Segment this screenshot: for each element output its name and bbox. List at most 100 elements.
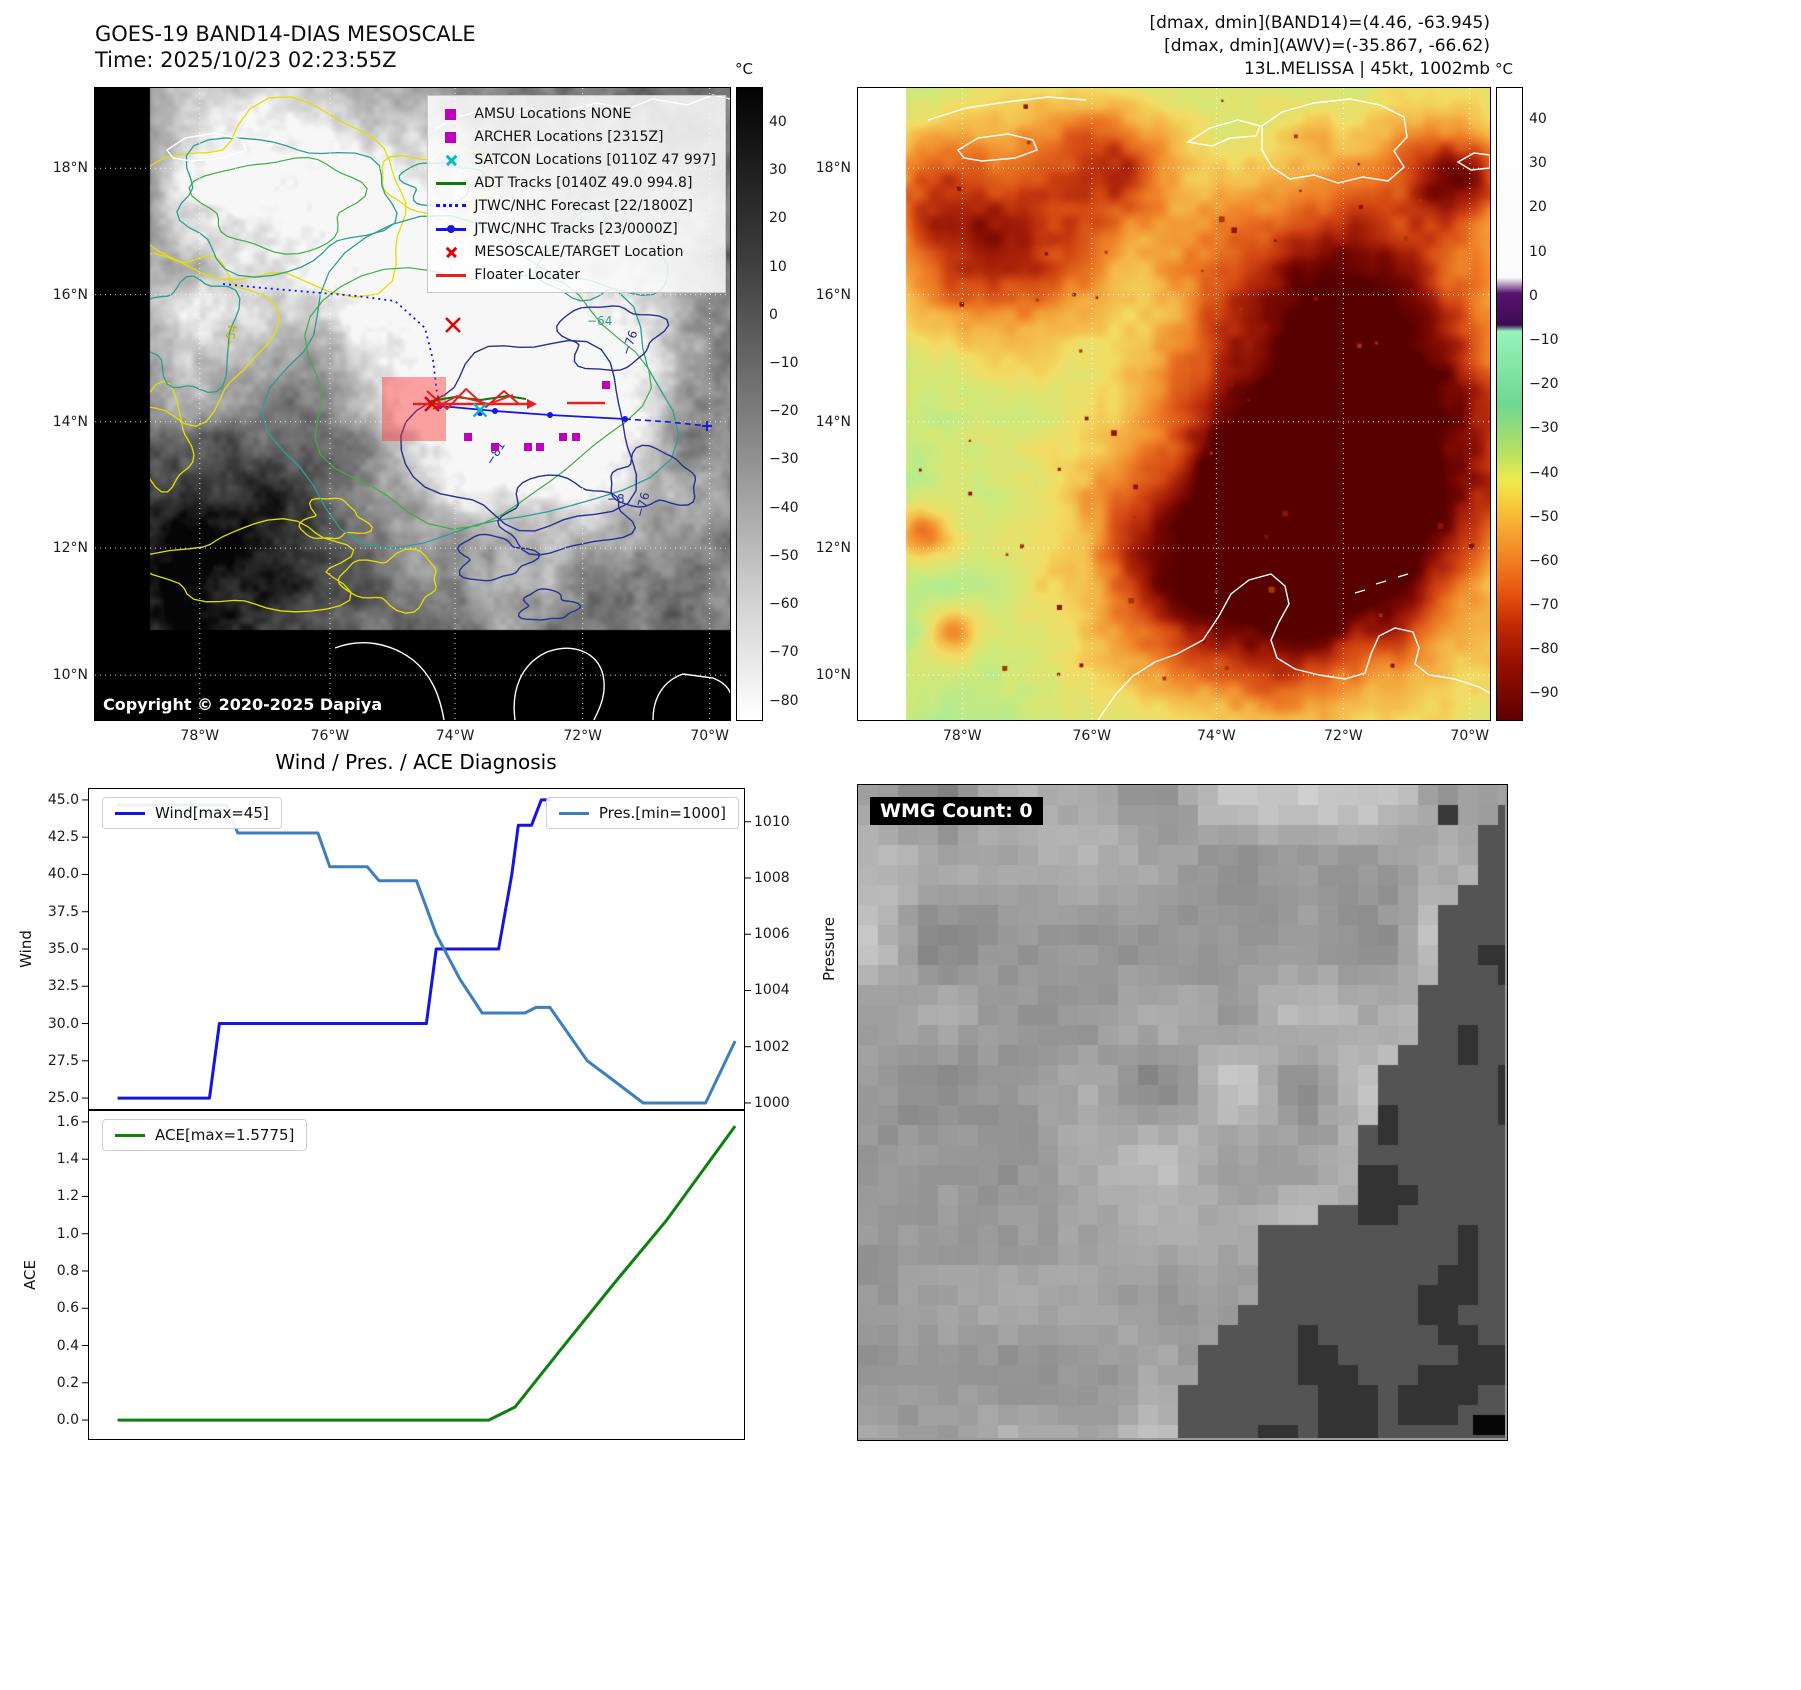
ir-colorbar-unit: °C (735, 60, 753, 78)
ace-y-tick: 1.6 (56, 1113, 79, 1130)
pressure-y-tick: 1006 (754, 926, 790, 943)
pressure-y-tick: 1004 (754, 982, 790, 999)
awv-lon-tick: 76°W (1072, 728, 1112, 744)
legend-item-label: ADT Tracks [0140Z 49.0 994.8] (474, 174, 693, 191)
legend-item-label: SATCON Locations [0110Z 47 997] (474, 151, 716, 168)
awv-title-line1: [dmax, dmin](BAND14)=(4.46, -63.945) (1149, 13, 1490, 33)
awv-colorbar (1496, 87, 1523, 721)
contour-label: −76 (619, 328, 641, 357)
ace-chart (82, 1110, 745, 1440)
ir-colorbar-tick: 20 (769, 210, 787, 227)
legend-item: JTWC/NHC Forecast [22/1800Z] (435, 194, 716, 217)
wind-y-tick: 32.5 (47, 978, 79, 995)
ir-colorbar-tick: −70 (769, 644, 799, 661)
ir-lat-tick: 12°N (52, 540, 88, 557)
line-dot-marker-icon (435, 221, 467, 237)
ir-colorbar-tick: −50 (769, 547, 799, 564)
wind-y-tick: 35.0 (47, 941, 79, 957)
wind-y-tick: 45.0 (47, 791, 79, 808)
ir-lat-tick: 16°N (52, 286, 88, 303)
contour-label: −64 (587, 314, 612, 328)
wmg-count-badge: WMG Count: 0 (870, 797, 1043, 825)
ir-colorbar-tick: −60 (769, 596, 799, 613)
ir-colorbar-tick: −20 (769, 403, 799, 420)
legend-item-label: ARCHER Locations [2315Z] (474, 128, 664, 145)
wind-y-tick: 27.5 (47, 1052, 79, 1069)
awv-map-overlay (858, 88, 1490, 720)
legend-item: JTWC/NHC Tracks [23/0000Z] (435, 217, 716, 240)
contour-label: −54 (221, 323, 240, 351)
wind-y-tick: 37.5 (47, 903, 79, 920)
legend-item: ARCHER Locations [2315Z] (435, 125, 716, 148)
awv-lat-tick: 18°N (815, 160, 851, 177)
awv-lon-tick: 70°W (1450, 728, 1490, 744)
awv-colorbar-tick: −40 (1529, 464, 1559, 481)
ir-colorbar-tick: 10 (769, 258, 787, 275)
awv-satellite-image (858, 88, 1490, 720)
ace-legend: ACE[max=1.5775] (102, 1119, 308, 1151)
legend-series-label: ACE[max=1.5775] (155, 1126, 295, 1144)
pressure-y-tick: 1008 (754, 869, 790, 886)
ir-colorbar-tick: 40 (769, 113, 787, 130)
awv-colorbar-tick: −20 (1529, 376, 1559, 393)
ir-lon-tick: 70°W (690, 728, 730, 744)
diagnosis-title: Wind / Pres. / ACE Diagnosis (275, 750, 557, 774)
ace-y-tick: 1.0 (56, 1225, 79, 1242)
awv-colorbar-tick: 40 (1529, 110, 1547, 127)
ace-y-tick: 0.2 (56, 1374, 79, 1391)
wind-legend: Wind[max=45] (102, 797, 282, 829)
ir-colorbar-tick: −80 (769, 692, 799, 709)
ir-lon-tick: 78°W (180, 728, 220, 744)
ir-colorbar-tick: −40 (769, 499, 799, 516)
legend-line-sample (115, 811, 145, 815)
ir-colorbar-tick: 30 (769, 162, 787, 178)
legend-line-sample (558, 811, 589, 815)
ir-lat-tick: 14°N (52, 413, 88, 430)
awv-colorbar-tick: 10 (1529, 243, 1547, 260)
x-marker-icon (435, 152, 467, 168)
legend-series-label: Wind[max=45] (155, 804, 269, 822)
ace-y-tick: 0.0 (56, 1412, 79, 1429)
wind-y-tick: 30.0 (47, 1015, 79, 1032)
awv-lon-tick: 74°W (1197, 728, 1236, 744)
awv-colorbar-tick: −50 (1529, 508, 1559, 525)
awv-title-block: [dmax, dmin](BAND14)=(4.46, -63.945) [dm… (990, 12, 1490, 81)
contour-label: −76 (632, 491, 652, 519)
awv-colorbar-tick: −70 (1529, 597, 1559, 614)
square-marker-icon (435, 129, 467, 145)
legend-item-label: Floater Locater (474, 266, 581, 283)
ir-lon-tick: 74°W (435, 728, 475, 744)
ir-panel-title: GOES-19 BAND14-DIAS MESOSCALE (95, 22, 476, 46)
wind-y-tick: 42.5 (47, 829, 79, 846)
legend-item-label: JTWC/NHC Tracks [23/0000Z] (474, 220, 678, 237)
pressure-legend: Pres.[min=1000] (545, 797, 739, 829)
legend-item: ADT Tracks [0140Z 49.0 994.8] (435, 171, 716, 194)
legend-item: Floater Locater (435, 263, 716, 286)
ace-y-tick: 0.6 (56, 1300, 79, 1317)
ir-map-legend: AMSU Locations NONE ARCHER Locations [231… (427, 95, 726, 293)
legend-item: MESOSCALE/TARGET Location (435, 240, 716, 263)
awv-lat-tick: 10°N (815, 667, 851, 684)
wind-y-tick: 25.0 (47, 1090, 79, 1107)
awv-colorbar-tick: −90 (1529, 685, 1559, 702)
pressure-y-tick: 1002 (754, 1038, 790, 1055)
legend-item: SATCON Locations [0110Z 47 997] (435, 148, 716, 171)
ir-colorbar-tick: 0 (769, 306, 778, 323)
awv-satellite-map (857, 87, 1491, 721)
awv-colorbar-tick: 20 (1529, 199, 1547, 216)
ace-y-tick: 0.8 (56, 1262, 79, 1279)
ir-lat-tick: 10°N (52, 667, 88, 684)
awv-lat-tick: 12°N (815, 540, 851, 557)
awv-lat-tick: 14°N (815, 413, 851, 430)
awv-title-line3: 13L.MELISSA | 45kt, 1002mb (1243, 59, 1490, 79)
awv-lat-tick: 16°N (815, 286, 851, 303)
square-marker-icon (435, 106, 467, 122)
wmg-image (858, 785, 1505, 1438)
awv-colorbar-tick: −80 (1529, 641, 1559, 658)
ir-satellite-map: −54 −64 −76 −81 −76 −8 AMSU Locations NONE ARC… (94, 87, 731, 721)
awv-title-line2: [dmax, dmin](AWV)=(-35.867, -66.62) (1164, 36, 1490, 56)
wind-y-tick: 40.0 (47, 866, 79, 883)
awv-colorbar-tick: −10 (1529, 331, 1559, 348)
x-marker-icon (435, 244, 467, 260)
